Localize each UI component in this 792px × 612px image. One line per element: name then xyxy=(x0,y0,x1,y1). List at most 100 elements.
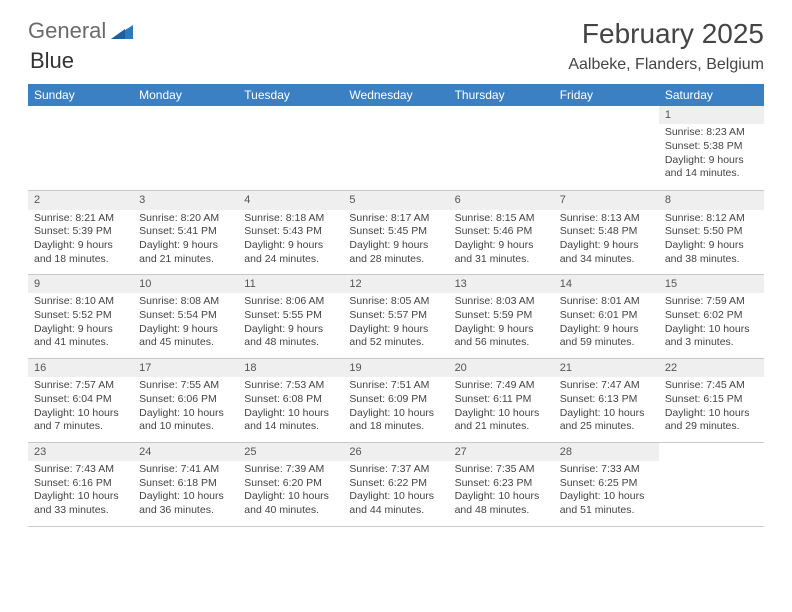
day-number: 28 xyxy=(554,442,659,461)
day-info-line: Daylight: 10 hours xyxy=(455,407,548,421)
day-info-row: Sunrise: 8:10 AMSunset: 5:52 PMDaylight:… xyxy=(28,293,764,358)
day-info-line: Daylight: 9 hours xyxy=(560,323,653,337)
day-info-line: and 31 minutes. xyxy=(455,253,548,267)
day-info-line: Sunset: 6:06 PM xyxy=(139,393,232,407)
day-cell: Sunrise: 8:23 AMSunset: 5:38 PMDaylight:… xyxy=(659,124,764,191)
day-cell: Sunrise: 8:13 AMSunset: 5:48 PMDaylight:… xyxy=(554,210,659,275)
day-info-line: Sunset: 6:20 PM xyxy=(244,477,337,491)
day-info-line: Sunset: 5:39 PM xyxy=(34,225,127,239)
day-info-line: Sunset: 5:45 PM xyxy=(349,225,442,239)
day-info-row: Sunrise: 7:57 AMSunset: 6:04 PMDaylight:… xyxy=(28,377,764,442)
day-cell: Sunrise: 7:35 AMSunset: 6:23 PMDaylight:… xyxy=(449,461,554,526)
day-info-line: Sunrise: 7:39 AM xyxy=(244,463,337,477)
day-info-line: Sunrise: 7:43 AM xyxy=(34,463,127,477)
brand-triangle-icon xyxy=(111,23,133,39)
day-info-line: Sunset: 5:52 PM xyxy=(34,309,127,323)
day-cell xyxy=(343,124,448,191)
day-info-line: Sunset: 6:18 PM xyxy=(139,477,232,491)
day-info-line: Daylight: 10 hours xyxy=(560,407,653,421)
day-info-line: Sunset: 5:43 PM xyxy=(244,225,337,239)
day-info-line: Daylight: 9 hours xyxy=(244,323,337,337)
day-info-line: and 34 minutes. xyxy=(560,253,653,267)
day-info-line: and 44 minutes. xyxy=(349,504,442,518)
day-info-line: Sunrise: 8:17 AM xyxy=(349,212,442,226)
day-number: 22 xyxy=(659,359,764,378)
day-number: 5 xyxy=(343,191,448,210)
day-info-line: Daylight: 9 hours xyxy=(455,323,548,337)
day-info-line: and 40 minutes. xyxy=(244,504,337,518)
day-info-line: and 52 minutes. xyxy=(349,336,442,350)
day-info-line: Sunrise: 8:15 AM xyxy=(455,212,548,226)
day-info-line: Sunrise: 7:55 AM xyxy=(139,379,232,393)
day-number: 11 xyxy=(238,275,343,294)
day-cell xyxy=(238,124,343,191)
day-info-line: and 21 minutes. xyxy=(455,420,548,434)
day-info-line: Sunset: 5:55 PM xyxy=(244,309,337,323)
day-info-line: and 45 minutes. xyxy=(139,336,232,350)
day-cell: Sunrise: 8:12 AMSunset: 5:50 PMDaylight:… xyxy=(659,210,764,275)
day-info-line: Sunrise: 7:35 AM xyxy=(455,463,548,477)
day-info-row: Sunrise: 8:23 AMSunset: 5:38 PMDaylight:… xyxy=(28,124,764,191)
day-info-line: Daylight: 9 hours xyxy=(665,154,758,168)
brand-word-1: General xyxy=(28,18,106,44)
day-info-line: Daylight: 10 hours xyxy=(34,407,127,421)
day-info-line: and 10 minutes. xyxy=(139,420,232,434)
day-number: 14 xyxy=(554,275,659,294)
day-cell: Sunrise: 7:59 AMSunset: 6:02 PMDaylight:… xyxy=(659,293,764,358)
day-info-line: Sunrise: 7:37 AM xyxy=(349,463,442,477)
day-number-row: 1 xyxy=(28,106,764,124)
day-info-line: Sunrise: 8:21 AM xyxy=(34,212,127,226)
day-cell: Sunrise: 8:06 AMSunset: 5:55 PMDaylight:… xyxy=(238,293,343,358)
day-info-line: Daylight: 9 hours xyxy=(349,323,442,337)
day-info-line: and 3 minutes. xyxy=(665,336,758,350)
day-info-line: Sunrise: 7:59 AM xyxy=(665,295,758,309)
day-cell: Sunrise: 7:41 AMSunset: 6:18 PMDaylight:… xyxy=(133,461,238,526)
weekday-header: Tuesday xyxy=(238,84,343,106)
day-info-line: Sunset: 5:38 PM xyxy=(665,140,758,154)
day-info-line: Sunset: 5:54 PM xyxy=(139,309,232,323)
day-cell: Sunrise: 8:08 AMSunset: 5:54 PMDaylight:… xyxy=(133,293,238,358)
day-cell: Sunrise: 8:01 AMSunset: 6:01 PMDaylight:… xyxy=(554,293,659,358)
weekday-header: Friday xyxy=(554,84,659,106)
day-cell: Sunrise: 7:43 AMSunset: 6:16 PMDaylight:… xyxy=(28,461,133,526)
day-info-line: Sunrise: 7:45 AM xyxy=(665,379,758,393)
day-number: 7 xyxy=(554,191,659,210)
day-cell: Sunrise: 7:55 AMSunset: 6:06 PMDaylight:… xyxy=(133,377,238,442)
day-info-line: Sunrise: 8:10 AM xyxy=(34,295,127,309)
day-info-line: Daylight: 10 hours xyxy=(560,490,653,504)
day-info-line: Sunset: 6:16 PM xyxy=(34,477,127,491)
day-number: 23 xyxy=(28,442,133,461)
day-info-line: Daylight: 10 hours xyxy=(349,407,442,421)
day-info-line: Daylight: 9 hours xyxy=(349,239,442,253)
day-info-line: Sunrise: 7:49 AM xyxy=(455,379,548,393)
day-info-line: Sunrise: 8:23 AM xyxy=(665,126,758,140)
day-info-line: Daylight: 10 hours xyxy=(665,323,758,337)
day-cell: Sunrise: 7:53 AMSunset: 6:08 PMDaylight:… xyxy=(238,377,343,442)
day-info-line: and 18 minutes. xyxy=(34,253,127,267)
day-info-row: Sunrise: 7:43 AMSunset: 6:16 PM Daylight:… xyxy=(28,461,764,526)
day-cell xyxy=(133,124,238,191)
day-info-line: Daylight: 10 hours xyxy=(244,407,337,421)
day-number-row: 9101112131415 xyxy=(28,275,764,294)
day-cell: Sunrise: 7:33 AMSunset: 6:25 PMDaylight:… xyxy=(554,461,659,526)
day-info-line: Sunset: 6:08 PM xyxy=(244,393,337,407)
weekday-header: Saturday xyxy=(659,84,764,106)
day-number xyxy=(659,442,764,461)
day-info-line: Sunset: 6:25 PM xyxy=(560,477,653,491)
day-cell: Sunrise: 7:39 AMSunset: 6:20 PMDaylight:… xyxy=(238,461,343,526)
day-number: 6 xyxy=(449,191,554,210)
day-cell: Sunrise: 8:15 AMSunset: 5:46 PMDaylight:… xyxy=(449,210,554,275)
day-info-line: and 14 minutes. xyxy=(665,167,758,181)
day-number: 21 xyxy=(554,359,659,378)
day-info-line: Daylight: 9 hours xyxy=(34,323,127,337)
day-info-line: and 25 minutes. xyxy=(560,420,653,434)
month-title: February 2025 xyxy=(568,18,764,50)
day-number-row: 2345678 xyxy=(28,191,764,210)
day-cell xyxy=(449,124,554,191)
day-number: 17 xyxy=(133,359,238,378)
day-info-line: Daylight: 9 hours xyxy=(244,239,337,253)
day-info-line: Daylight: 10 hours xyxy=(455,490,548,504)
day-info-line: Daylight: 10 hours xyxy=(139,490,232,504)
day-info-line: Sunset: 6:09 PM xyxy=(349,393,442,407)
day-info-line: Sunset: 5:59 PM xyxy=(455,309,548,323)
